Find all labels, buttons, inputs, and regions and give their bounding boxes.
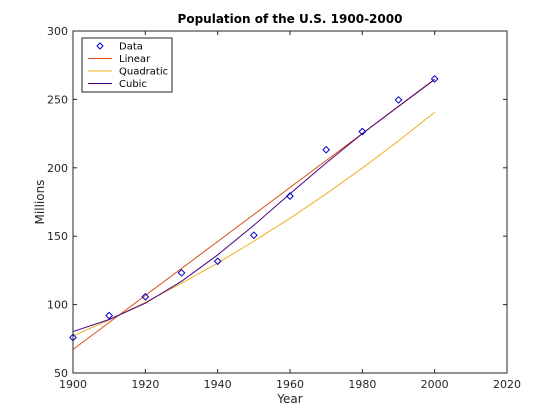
- legend-label: Linear: [119, 54, 151, 65]
- data-point: [394, 95, 403, 104]
- x-tick-label: 1920: [131, 378, 159, 391]
- x-tick-label: 2000: [421, 378, 449, 391]
- y-tick-label: 200: [47, 162, 68, 175]
- data-point: [213, 257, 222, 266]
- y-tick-label: 150: [47, 230, 68, 243]
- y-tick-label: 250: [47, 93, 68, 106]
- plot-marks: [69, 74, 439, 350]
- y-axis: 50 100 150 200 250 300: [47, 25, 507, 380]
- x-tick-label: 1940: [204, 378, 232, 391]
- y-tick-label: 100: [47, 299, 68, 312]
- x-tick-label: 1900: [59, 378, 87, 391]
- x-axis: 1900 1920 1940 1960 1980 2000 2020: [59, 31, 521, 391]
- legend-label: Cubic: [119, 79, 147, 90]
- legend-swatch-data: [96, 42, 104, 50]
- legend-label: Quadratic: [119, 67, 168, 78]
- y-axis-title: Millions: [33, 180, 47, 225]
- x-tick-label: 2020: [493, 378, 521, 391]
- chart-title: Population of the U.S. 1900-2000: [178, 12, 403, 26]
- x-axis-title: Year: [276, 392, 302, 406]
- data-point: [177, 268, 186, 277]
- data-point: [430, 74, 439, 83]
- data-point: [286, 192, 294, 200]
- x-tick-label: 1960: [276, 378, 304, 391]
- series-line-cubic: [72, 78, 435, 333]
- data-point: [249, 231, 258, 240]
- data-point: [322, 145, 331, 154]
- legend-label: Data: [119, 42, 143, 53]
- data-point: [141, 292, 150, 301]
- y-tick-label: 300: [47, 25, 68, 38]
- series-line-quadratic: [72, 111, 435, 337]
- data-point: [105, 311, 114, 320]
- data-point: [358, 127, 367, 136]
- y-tick-label: 50: [54, 367, 68, 380]
- x-tick-label: 1980: [348, 378, 376, 391]
